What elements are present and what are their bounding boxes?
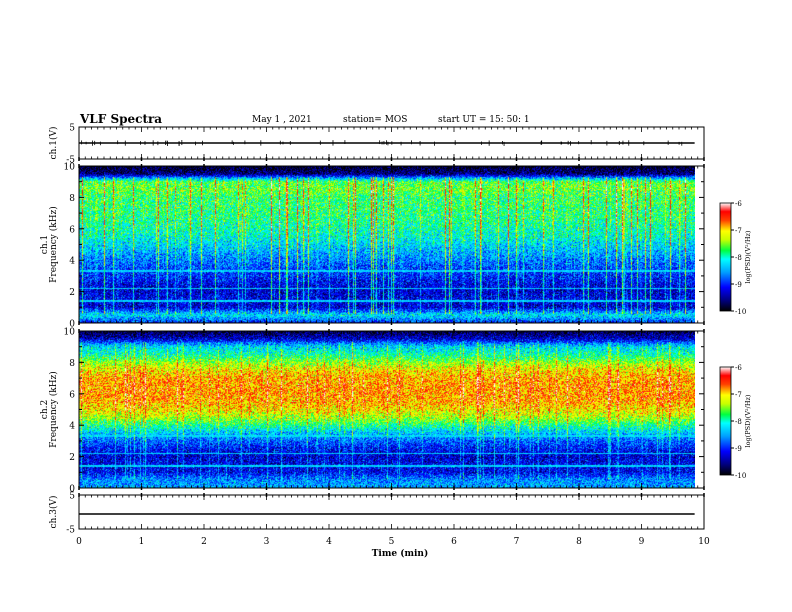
- ch1-spectrogram-ytick-label: 2: [69, 288, 75, 298]
- xtick-label: 7: [514, 537, 520, 547]
- colorbar-tick-label: -9: [735, 281, 742, 289]
- colorbar-tick-label: -8: [735, 254, 742, 262]
- ch1-voltage-ytick-label: -5: [66, 156, 75, 166]
- start-time-label: start UT = 15: 50: 1: [438, 115, 530, 125]
- ch3-voltage-frame: [78, 494, 705, 530]
- ch3-voltage-ytick-label: 5: [69, 492, 75, 502]
- xtick-label: 5: [389, 537, 395, 547]
- colorbar-tick-label: -9: [735, 445, 742, 453]
- colorbar-tick-label: -7: [735, 227, 742, 235]
- ch2-spectrogram-ylabel: ch.2: [40, 400, 50, 419]
- ch2-spectrogram-ytick-label: 2: [69, 453, 75, 463]
- ch2-spectrogram-ytick-label: 4: [69, 422, 75, 432]
- colorbar-tick-label: -6: [735, 200, 742, 208]
- ch1-spectrogram-ylabel: ch.1: [40, 235, 50, 254]
- ch1-spectrogram-image: [79, 166, 695, 323]
- xtick-label: 4: [326, 537, 332, 547]
- xtick-label: 1: [139, 537, 145, 547]
- colorbar-label: log(PSD)(V²/Hz): [744, 394, 752, 447]
- colorbar-tick-label: -8: [735, 418, 742, 426]
- ch1-spectrogram-ytick-label: 10: [64, 163, 76, 173]
- xtick-label: 6: [451, 537, 457, 547]
- ch2-spectrogram-image: [79, 331, 695, 488]
- colorbar-tick-label: -10: [735, 308, 746, 316]
- ch1-voltage-ytick-label: 5: [69, 124, 75, 134]
- ch2-spectrogram-ylabel: Frequency (kHz): [48, 371, 59, 448]
- xtick-label: 9: [639, 537, 645, 547]
- ch1-spectrogram-ylabel: Frequency (kHz): [48, 206, 59, 283]
- station-label: station= MOS: [343, 115, 408, 125]
- figure-title: VLF Spectra: [80, 112, 163, 126]
- ch2-spectrogram-ytick-label: 6: [69, 390, 75, 400]
- ch1-spectrogram-ytick-label: 6: [69, 225, 75, 235]
- ch2-spectrogram-ytick-label: 8: [69, 359, 75, 369]
- ch2-colorbar: [719, 366, 732, 476]
- colorbar-tick-label: -10: [735, 472, 746, 480]
- colorbar-label: log(PSD)(V²/Hz): [744, 230, 752, 283]
- xtick-label: 3: [264, 537, 270, 547]
- colorbar-tick-label: -6: [735, 364, 742, 372]
- ch1-voltage-ylabel: ch.1(V): [48, 127, 59, 160]
- x-axis-label: Time (min): [372, 548, 429, 559]
- ch1-colorbar: [719, 202, 732, 312]
- colorbar-tick-label: -7: [735, 391, 742, 399]
- ch3-voltage-ylabel: ch.3(V): [48, 496, 59, 529]
- xtick-label: 2: [201, 537, 207, 547]
- ch3-voltage-ytick-label: -5: [66, 526, 75, 536]
- ch1-spectrogram-ytick-label: 4: [69, 257, 75, 267]
- ch2-spectrogram-ytick-label: 0: [69, 485, 75, 495]
- date-label: May 1 , 2021: [252, 115, 312, 125]
- ch2-spectrogram-ytick-label: 10: [64, 328, 76, 338]
- xtick-label: 10: [698, 537, 710, 547]
- xtick-label: 8: [576, 537, 582, 547]
- ch1-spectrogram-ytick-label: 8: [69, 194, 75, 204]
- ch1-spectrogram-ytick-label: 0: [69, 320, 75, 330]
- xtick-label: 0: [76, 537, 82, 547]
